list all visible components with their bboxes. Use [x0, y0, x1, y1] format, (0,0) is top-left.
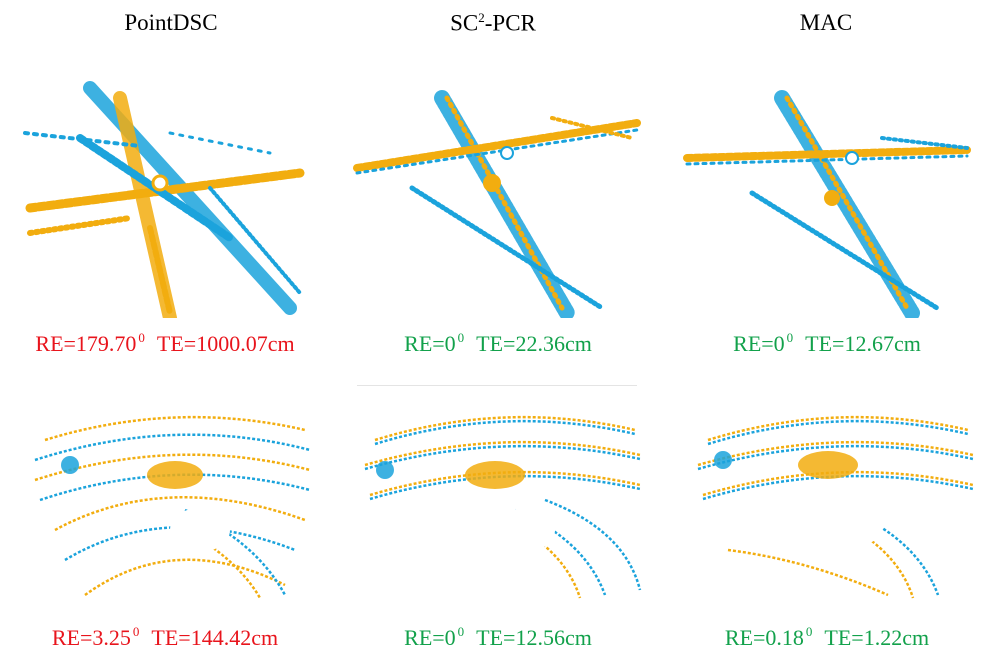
degree-symbol: 0 [138, 330, 145, 345]
column-title-sc2-pcr: SC2-PCR [450, 10, 536, 36]
metric-sc2-pcr-row1: RE=0 0 TE=22.36cm [333, 330, 663, 357]
translation-error: TE=1.22cm [824, 625, 930, 650]
point-cloud-sc2-pcr-row1 [352, 78, 642, 318]
registration-visualization [353, 90, 641, 318]
point-cloud-sc2-pcr-row2 [355, 400, 645, 600]
translation-error: TE=22.36cm [476, 331, 592, 356]
registration-visualization [697, 415, 974, 599]
rotation-error: RE=179.70 [35, 331, 137, 356]
rotation-error: RE=0 [404, 331, 456, 356]
registration-visualization [23, 81, 305, 318]
metric-sc2-pcr-row2: RE=0 0 TE=12.56cm [333, 624, 663, 651]
rotation-error: RE=3.25 [51, 625, 131, 650]
rotation-error: RE=0.18 [724, 625, 804, 650]
rotation-error: RE=0 [404, 625, 456, 650]
translation-error: TE=12.56cm [476, 625, 592, 650]
degree-symbol: 0 [457, 330, 465, 345]
metric-mac-row1: RE=0 0 TE=12.67cm [662, 330, 992, 357]
point-cloud-mac-row2 [688, 400, 978, 600]
column-title-mac: MAC [799, 10, 853, 35]
registration-visualization [364, 415, 642, 599]
degree-symbol: 0 [132, 624, 140, 639]
translation-error: TE=1000.07cm [156, 331, 295, 356]
translation-error: TE=144.42cm [151, 625, 279, 650]
degree-symbol: 0 [457, 624, 465, 639]
degree-symbol: 0 [805, 624, 813, 639]
point-cloud-pointdsc-row1 [20, 78, 310, 318]
registration-visualization [34, 415, 311, 599]
point-cloud-pointdsc-row2 [25, 400, 315, 600]
translation-error: TE=12.67cm [805, 331, 921, 356]
point-cloud-mac-row1 [682, 78, 972, 318]
rotation-error: RE=0 [733, 331, 785, 356]
registration-visualization [683, 90, 971, 318]
column-title-pointdsc: PointDSC [124, 10, 218, 35]
metric-pointdsc-row2: RE=3.25 0 TE=144.42cm [0, 624, 330, 651]
metric-pointdsc-row1: RE=179.70 0 TE=1000.07cm [0, 330, 330, 357]
divider [357, 385, 637, 386]
metric-mac-row2: RE=0.18 0 TE=1.22cm [662, 624, 992, 651]
degree-symbol: 0 [786, 330, 794, 345]
